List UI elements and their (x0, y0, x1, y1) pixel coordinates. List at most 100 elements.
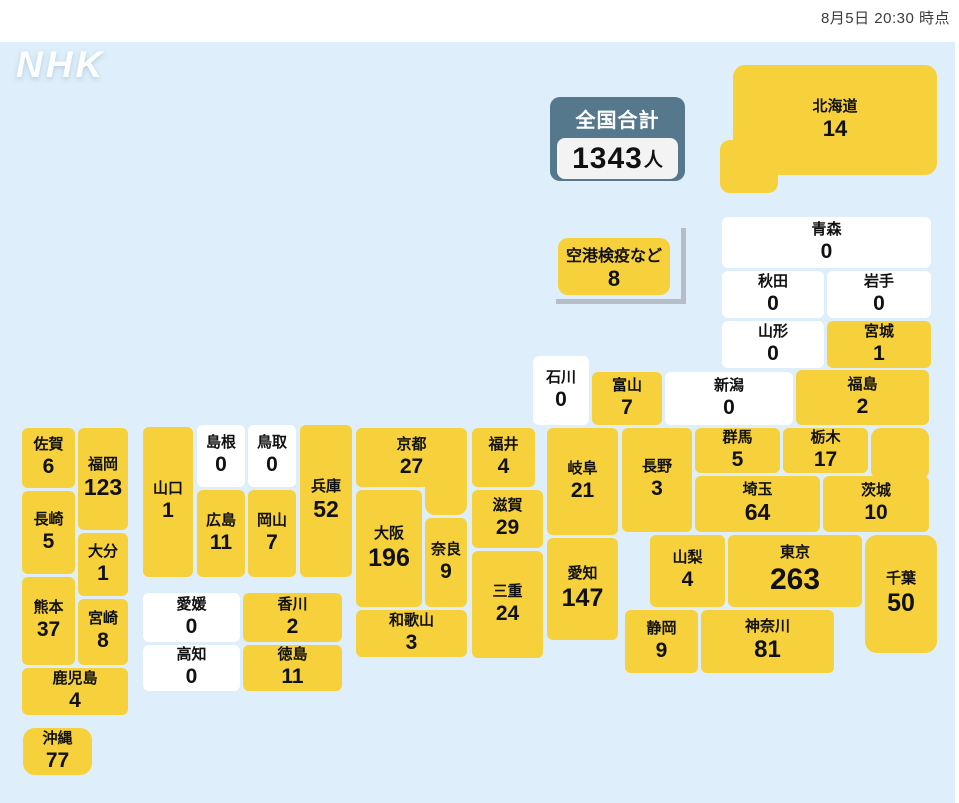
prefecture-name: 秋田 (757, 272, 788, 290)
prefecture-name: 新潟 (713, 376, 744, 394)
prefecture-tile-yamagata[interactable]: 山形 0 (722, 321, 824, 368)
prefecture-tile-saga[interactable]: 佐賀 6 (22, 428, 75, 488)
prefecture-case-count: 27 (399, 454, 424, 478)
prefecture-tile-fukushima[interactable]: 福島 2 (796, 370, 929, 425)
prefecture-tile-ishikawa[interactable]: 石川 0 (533, 356, 589, 425)
prefecture-tile-fukui[interactable]: 福井 4 (472, 428, 535, 487)
prefecture-tile-gunma[interactable]: 群馬 5 (695, 428, 780, 473)
prefecture-tile-okayama[interactable]: 岡山 7 (248, 490, 296, 577)
prefecture-tile-shizuoka[interactable]: 静岡 9 (625, 610, 698, 673)
prefecture-tile-nagano[interactable]: 長野 3 (622, 428, 692, 532)
prefecture-tile-chiba[interactable]: 千葉 50 (865, 535, 937, 653)
prefecture-tile-aomori[interactable]: 青森 0 (722, 217, 931, 268)
prefecture-tile-tochigi[interactable]: 栃木 17 (783, 428, 868, 473)
prefecture-tile-nara[interactable]: 奈良 9 (425, 518, 467, 607)
prefecture-case-count: 147 (561, 584, 604, 612)
prefecture-case-count: 21 (570, 478, 595, 502)
prefecture-case-count: 14 (822, 115, 848, 141)
prefecture-case-count: 7 (266, 530, 278, 554)
prefecture-case-count: 0 (767, 291, 779, 315)
airport-quarantine-tile: 空港検疫など 8 (558, 238, 670, 295)
prefecture-name: 山梨 (672, 549, 703, 567)
prefecture-case-count: 0 (185, 665, 198, 689)
prefecture-tile-akita[interactable]: 秋田 0 (722, 271, 824, 318)
prefecture-name: 山口 (152, 480, 183, 498)
prefecture-tile-toyama[interactable]: 富山 7 (592, 372, 662, 425)
prefecture-case-count: 263 (769, 563, 821, 596)
prefecture-tile-kochi[interactable]: 高知 0 (143, 645, 240, 691)
prefecture-case-count: 17 (813, 447, 838, 471)
national-total-number: 1343 (572, 141, 643, 175)
prefecture-tile-miyazaki[interactable]: 宮崎 8 (78, 599, 128, 665)
prefecture-tile-kagoshima[interactable]: 鹿児島 4 (22, 668, 128, 715)
prefecture-tile-tokushima[interactable]: 徳島 11 (243, 645, 342, 691)
prefecture-tile-kanagawa[interactable]: 神奈川 81 (701, 610, 834, 673)
prefecture-name: 北海道 (812, 97, 858, 115)
prefecture-case-count: 5 (42, 529, 55, 553)
prefecture-case-count: 0 (820, 239, 833, 263)
prefecture-case-count: 7 (621, 395, 633, 419)
prefecture-tile-tokyo[interactable]: 東京 263 (728, 535, 862, 607)
prefecture-name: 岩手 (863, 272, 894, 290)
prefecture-name: 群馬 (722, 428, 753, 446)
prefecture-tile-wakayama[interactable]: 和歌山 3 (356, 610, 467, 657)
prefecture-name: 兵庫 (310, 478, 341, 496)
prefecture-case-count: 29 (495, 516, 520, 540)
prefecture-tile-hyogo[interactable]: 兵庫 52 (300, 425, 352, 577)
prefecture-name: 宮城 (863, 322, 894, 340)
prefecture-case-count: 5 (731, 447, 744, 471)
prefecture-tile-yamanashi[interactable]: 山梨 4 (650, 535, 725, 607)
prefecture-case-count: 3 (405, 630, 418, 654)
prefecture-tile-hokkaido[interactable]: 北海道 14 (733, 65, 937, 175)
prefecture-name: 鳥取 (256, 434, 287, 452)
prefecture-name: 佐賀 (33, 436, 64, 454)
prefecture-name: 岡山 (256, 511, 287, 529)
timestamp: 8月5日 20:30 時点 (820, 10, 950, 27)
prefecture-tile-niigata[interactable]: 新潟 0 (665, 372, 793, 425)
prefecture-tile-miyagi[interactable]: 宮城 1 (827, 321, 931, 368)
prefecture-tile-nagasaki[interactable]: 長崎 5 (22, 491, 75, 574)
prefecture-name: 埼玉 (742, 481, 773, 499)
prefecture-case-count: 9 (440, 559, 452, 583)
prefecture-tile-kyoto[interactable]: 京都 27 (356, 428, 467, 487)
prefecture-name: 徳島 (277, 646, 308, 664)
prefecture-case-count: 9 (655, 638, 668, 662)
prefecture-name: 大分 (87, 542, 118, 560)
prefecture-tile-okinawa[interactable]: 沖縄 77 (23, 728, 92, 775)
prefecture-tile-gifu[interactable]: 岐阜 21 (547, 428, 618, 535)
prefecture-name: 京都 (396, 435, 427, 453)
prefecture-tile-kumamoto[interactable]: 熊本 37 (22, 577, 75, 665)
prefecture-tile-ehime[interactable]: 愛媛 0 (143, 593, 240, 642)
prefecture-case-count: 196 (368, 543, 410, 572)
prefecture-tile-kagawa[interactable]: 香川 2 (243, 593, 342, 642)
prefecture-tile-tottori[interactable]: 鳥取 0 (248, 425, 296, 487)
prefecture-case-count: 0 (723, 395, 735, 419)
prefecture-case-count: 50 (887, 589, 915, 617)
prefecture-name: 長野 (641, 458, 672, 476)
prefecture-tile-yamaguchi[interactable]: 山口 1 (143, 427, 193, 577)
prefecture-tile-ibaraki[interactable]: 茨城 10 (823, 476, 929, 532)
prefecture-name: 熊本 (33, 599, 64, 617)
prefecture-tile-shiga[interactable]: 滋賀 29 (472, 490, 543, 548)
prefecture-tile-osaka[interactable]: 大阪 196 (356, 490, 422, 607)
prefecture-name: 愛媛 (176, 595, 207, 613)
prefecture-case-count: 81 (754, 636, 781, 664)
prefecture-name: 島根 (205, 434, 236, 452)
prefecture-tile-aichi[interactable]: 愛知 147 (547, 538, 618, 640)
prefecture-case-count: 52 (313, 496, 339, 523)
prefecture-tile-oita[interactable]: 大分 1 (78, 533, 128, 596)
prefecture-tile-shimane[interactable]: 島根 0 (197, 425, 245, 487)
prefecture-tile-mie[interactable]: 三重 24 (472, 551, 543, 658)
prefecture-case-count: 6 (42, 455, 55, 479)
prefecture-tile-saitama[interactable]: 埼玉 64 (695, 476, 820, 532)
prefecture-tile-iwate[interactable]: 岩手 0 (827, 271, 931, 318)
prefecture-tile-hiroshima[interactable]: 広島 11 (197, 490, 245, 577)
prefecture-case-count: 4 (497, 454, 510, 478)
prefecture-tile-fukuoka[interactable]: 福岡 123 (78, 428, 128, 530)
prefecture-name: 滋賀 (492, 497, 523, 515)
prefecture-name: 三重 (492, 582, 523, 600)
prefecture-name: 宮崎 (87, 610, 118, 628)
prefecture-case-count: 0 (555, 387, 567, 411)
prefecture-name: 岐阜 (567, 459, 598, 477)
prefecture-case-count: 0 (767, 341, 779, 365)
